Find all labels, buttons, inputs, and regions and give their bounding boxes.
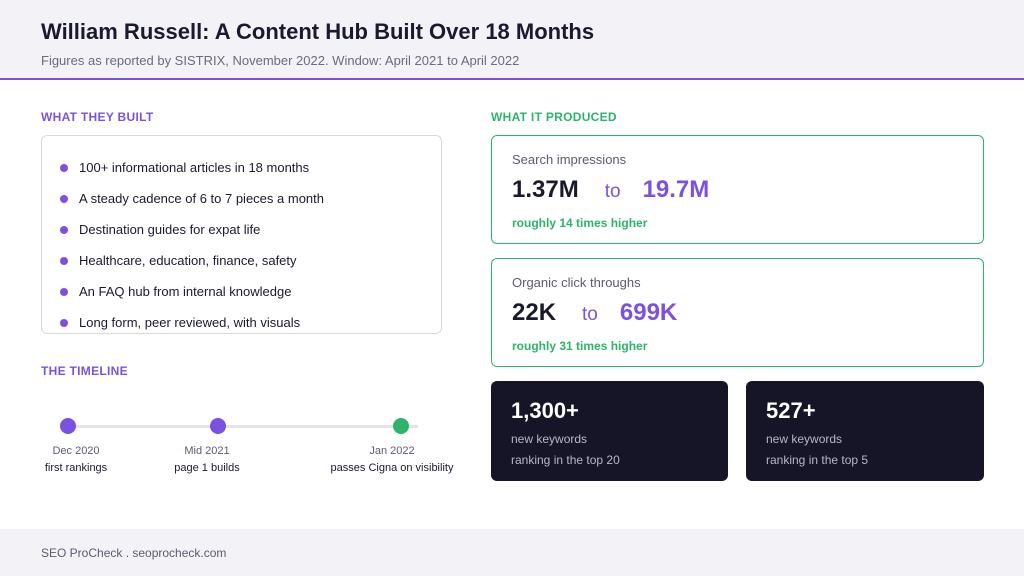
top20-value: 1,300+ xyxy=(511,398,579,423)
list-item-text: Long form, peer reviewed, with visuals xyxy=(79,315,301,330)
top20-line1: new keywords xyxy=(511,432,588,446)
impressions-to-word: to xyxy=(604,181,621,202)
list-item: Healthcare, education, finance, safety xyxy=(60,253,324,284)
footer: SEO ProCheck . seoprocheck.com xyxy=(0,529,1024,576)
bullet-dot-icon xyxy=(60,164,68,172)
clicks-from: 22K xyxy=(512,299,557,326)
timeline-date: Mid 2021 xyxy=(184,445,230,457)
page-subtitle: Figures as reported by SISTRIX, November… xyxy=(41,53,520,68)
list-item: 100+ informational articles in 18 months xyxy=(60,160,324,191)
list-item: Destination guides for expat life xyxy=(60,222,324,253)
list-item-text: A steady cadence of 6 to 7 pieces a mont… xyxy=(79,191,324,206)
timeline-date: Jan 2022 xyxy=(369,445,415,457)
impressions-from: 1.37M xyxy=(512,176,579,203)
list-item: A steady cadence of 6 to 7 pieces a mont… xyxy=(60,191,324,222)
list-item: An FAQ hub from internal knowledge xyxy=(60,284,324,315)
bullet-dot-icon xyxy=(60,257,68,265)
list-item-text: An FAQ hub from internal knowledge xyxy=(79,284,292,299)
list-item-text: Healthcare, education, finance, safety xyxy=(79,253,297,268)
timeline-caption: passes Cigna on visibility xyxy=(330,462,454,474)
bullet-dot-icon xyxy=(60,319,68,327)
impressions-label: Search impressions xyxy=(512,152,627,167)
timeline-caption: page 1 builds xyxy=(174,462,240,474)
timeline-heading: THE TIMELINE xyxy=(41,364,128,378)
what-they-built-card: 100+ informational articles in 18 months… xyxy=(41,135,442,334)
clicks-card: Organic click throughs 22K to 699K rough… xyxy=(491,258,984,367)
footer-credit: SEO ProCheck . seoprocheck.com xyxy=(41,546,227,560)
page-title: William Russell: A Content Hub Built Ove… xyxy=(41,19,595,44)
clicks-label: Organic click throughs xyxy=(512,275,641,290)
built-list: 100+ informational articles in 18 months… xyxy=(60,160,324,346)
bullet-dot-icon xyxy=(60,195,68,203)
impressions-to: 19.7M xyxy=(642,176,710,203)
top5-keywords-card: 527+ new keywords ranking in the top 5 xyxy=(746,381,984,481)
bullet-dot-icon xyxy=(60,288,68,296)
top5-line1: new keywords xyxy=(766,432,843,446)
timeline-node-icon xyxy=(60,418,76,434)
top20-keywords-card: 1,300+ new keywords ranking in the top 2… xyxy=(491,381,728,481)
list-item: Long form, peer reviewed, with visuals xyxy=(60,315,324,346)
impressions-card: Search impressions 1.37M to 19.7M roughl… xyxy=(491,135,984,244)
clicks-to: 699K xyxy=(619,299,678,326)
what-it-produced-heading: WHAT IT PRODUCED xyxy=(491,110,617,124)
header: William Russell: A Content Hub Built Ove… xyxy=(0,0,1024,80)
clicks-to-word: to xyxy=(582,304,598,325)
list-item-text: 100+ informational articles in 18 months xyxy=(79,160,310,175)
top5-value: 527+ xyxy=(766,398,816,423)
list-item-text: Destination guides for expat life xyxy=(79,222,261,237)
timeline-node-icon xyxy=(210,418,226,434)
clicks-note: roughly 31 times higher xyxy=(512,339,648,353)
timeline-track xyxy=(68,425,418,428)
timeline-node-icon xyxy=(393,418,409,434)
top5-line2: ranking in the top 5 xyxy=(766,453,869,467)
impressions-values: 1.37M to 19.7M xyxy=(512,176,709,204)
clicks-values: 22K to 699K xyxy=(512,299,677,327)
top20-line2: ranking in the top 20 xyxy=(511,453,620,467)
timeline-caption: first rankings xyxy=(44,462,108,474)
timeline: Dec 2020 first rankings Mid 2021 page 1 … xyxy=(41,400,461,490)
impressions-note: roughly 14 times higher xyxy=(512,216,648,230)
timeline-date: Dec 2020 xyxy=(52,445,100,457)
bullet-dot-icon xyxy=(60,226,68,234)
what-they-built-heading: WHAT THEY BUILT xyxy=(41,110,154,124)
